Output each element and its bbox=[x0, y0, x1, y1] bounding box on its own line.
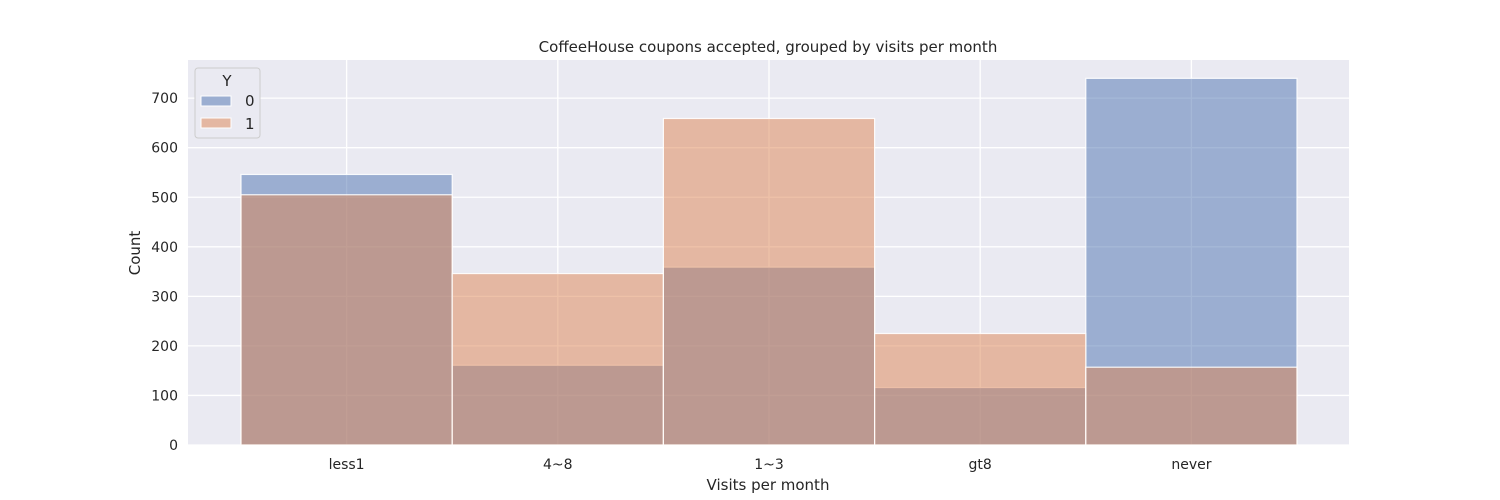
y-tick-label: 0 bbox=[169, 438, 178, 454]
y-tick-label: 600 bbox=[151, 141, 178, 157]
y-tick-label: 100 bbox=[151, 388, 178, 404]
legend-title: Y bbox=[221, 72, 232, 90]
x-tick-label: never bbox=[1171, 457, 1211, 473]
legend: Y 0 1 bbox=[194, 67, 261, 139]
x-tick-label: gt8 bbox=[969, 457, 992, 473]
y-tick-label: 700 bbox=[151, 91, 178, 107]
y-tick-label: 500 bbox=[151, 190, 178, 206]
bar-series-1-never bbox=[1085, 366, 1298, 446]
bar-series-1-4~8 bbox=[451, 272, 665, 446]
legend-swatch-0 bbox=[200, 95, 232, 107]
bar-series-1-1~3 bbox=[662, 117, 876, 446]
y-tick-label: 300 bbox=[151, 289, 178, 305]
y-tick-labels: 0 100 200 300 400 500 600 700 bbox=[151, 91, 178, 454]
x-tick-label: less1 bbox=[329, 457, 365, 473]
y-tick-label: 200 bbox=[151, 339, 178, 355]
x-tick-labels: less1 4~8 1~3 gt8 never bbox=[329, 457, 1212, 473]
x-tick-label: 4~8 bbox=[543, 457, 573, 473]
x-tick-label: 1~3 bbox=[754, 457, 784, 473]
legend-label-1: 1 bbox=[245, 115, 255, 133]
bar-series-1-gt8 bbox=[873, 332, 1087, 446]
y-axis-label: Count bbox=[126, 231, 144, 276]
x-axis-label: Visits per month bbox=[707, 476, 830, 494]
chart-title: CoffeeHouse coupons accepted, grouped by… bbox=[539, 38, 998, 56]
y-tick-label: 400 bbox=[151, 240, 178, 256]
bar-series-1-less1 bbox=[240, 194, 453, 446]
bars bbox=[240, 77, 1298, 446]
legend-swatch-1 bbox=[200, 117, 232, 129]
legend-label-0: 0 bbox=[245, 92, 255, 110]
